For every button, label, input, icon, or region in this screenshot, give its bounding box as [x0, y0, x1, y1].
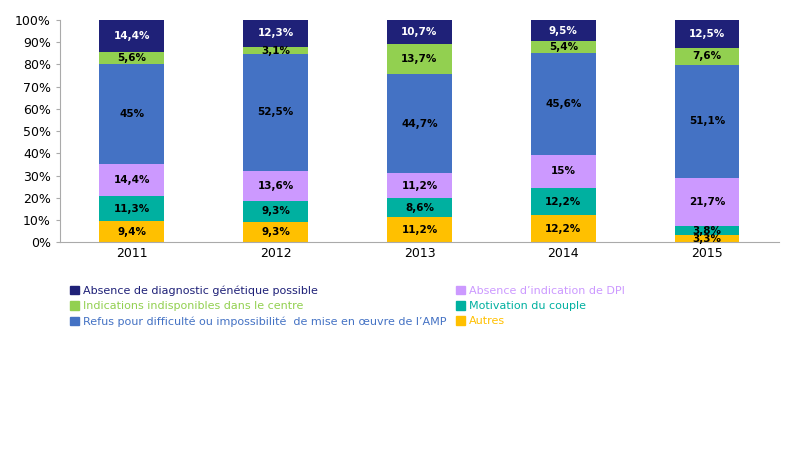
Bar — [243, 222, 308, 242]
Bar — [243, 171, 308, 201]
Text: 3,1%: 3,1% — [261, 46, 290, 56]
Bar — [99, 221, 164, 242]
Text: 14,4%: 14,4% — [114, 31, 150, 41]
Text: 45%: 45% — [119, 109, 145, 119]
Bar — [387, 173, 452, 198]
Bar — [243, 20, 308, 47]
Text: 8,6%: 8,6% — [405, 203, 434, 213]
Text: 3,8%: 3,8% — [692, 226, 722, 236]
Text: 9,3%: 9,3% — [261, 227, 290, 237]
Text: 7,6%: 7,6% — [692, 51, 722, 61]
Text: 9,5%: 9,5% — [549, 26, 578, 36]
Text: 5,4%: 5,4% — [549, 43, 578, 53]
Bar — [243, 54, 308, 171]
Text: 45,6%: 45,6% — [545, 99, 581, 109]
Text: 9,4%: 9,4% — [118, 227, 146, 237]
Bar — [99, 64, 164, 164]
Bar — [387, 20, 452, 43]
Bar — [531, 20, 596, 41]
Bar — [99, 164, 164, 196]
Bar — [387, 74, 452, 173]
Bar — [675, 178, 739, 227]
Text: 13,6%: 13,6% — [257, 181, 294, 191]
Bar — [531, 188, 596, 215]
Bar — [531, 53, 596, 154]
Text: 52,5%: 52,5% — [257, 107, 294, 117]
Bar — [387, 43, 452, 74]
Bar — [675, 65, 739, 178]
Bar — [531, 154, 596, 188]
Text: 11,3%: 11,3% — [114, 204, 150, 214]
Bar — [675, 48, 739, 65]
Text: 15%: 15% — [551, 166, 576, 176]
Text: 11,2%: 11,2% — [401, 181, 437, 191]
Bar — [99, 52, 164, 64]
Text: 9,3%: 9,3% — [261, 206, 290, 216]
Text: 12,3%: 12,3% — [257, 28, 294, 38]
Text: 12,2%: 12,2% — [545, 224, 581, 234]
Legend: Absence de diagnostic génétique possible, Indications indisponibles dans le cent: Absence de diagnostic génétique possible… — [65, 281, 630, 331]
Text: 13,7%: 13,7% — [401, 54, 437, 64]
Text: 14,4%: 14,4% — [114, 175, 150, 185]
Bar — [243, 201, 308, 222]
Bar — [531, 215, 596, 242]
Bar — [99, 20, 164, 52]
Text: 44,7%: 44,7% — [401, 119, 437, 129]
Bar — [387, 198, 452, 218]
Bar — [387, 218, 452, 242]
Bar — [243, 47, 308, 54]
Text: 12,2%: 12,2% — [545, 197, 581, 207]
Bar — [675, 235, 739, 242]
Bar — [675, 20, 739, 48]
Text: 10,7%: 10,7% — [401, 27, 437, 37]
Text: 12,5%: 12,5% — [689, 29, 725, 39]
Text: 21,7%: 21,7% — [689, 197, 725, 207]
Bar — [675, 227, 739, 235]
Text: 5,6%: 5,6% — [118, 53, 146, 63]
Bar — [531, 41, 596, 53]
Text: 51,1%: 51,1% — [689, 117, 725, 127]
Text: 11,2%: 11,2% — [401, 225, 437, 235]
Bar — [99, 196, 164, 221]
Text: 3,3%: 3,3% — [692, 234, 722, 244]
